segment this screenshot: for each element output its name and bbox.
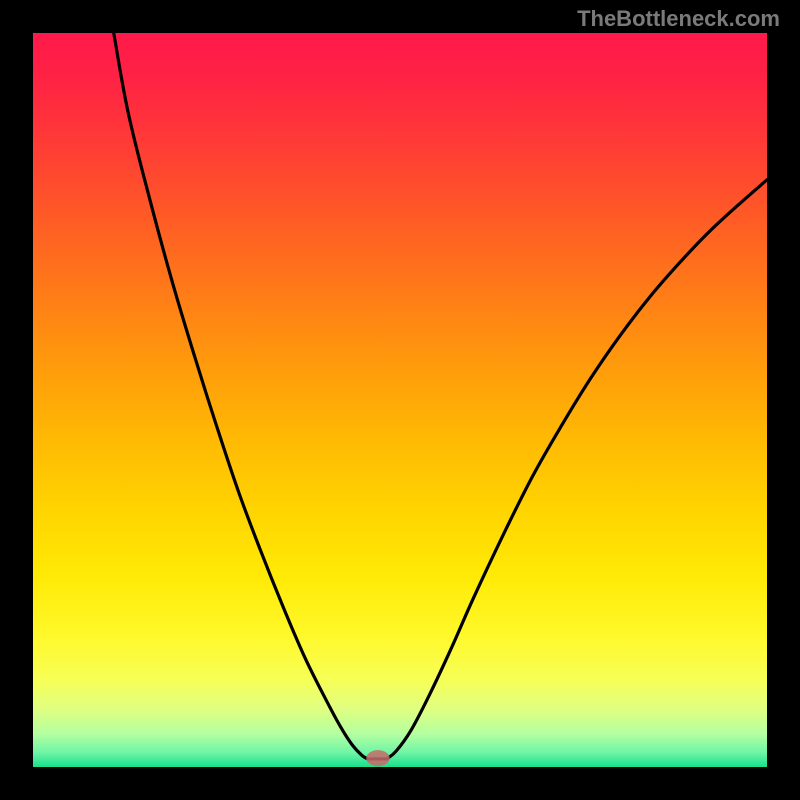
chart-outer-frame: TheBottleneck.com: [0, 0, 800, 800]
plot-area: [33, 33, 767, 767]
bottleneck-curve-chart: [33, 33, 767, 767]
optimal-point-marker: [366, 750, 389, 766]
watermark-text: TheBottleneck.com: [577, 6, 780, 32]
gradient-background: [33, 33, 767, 767]
